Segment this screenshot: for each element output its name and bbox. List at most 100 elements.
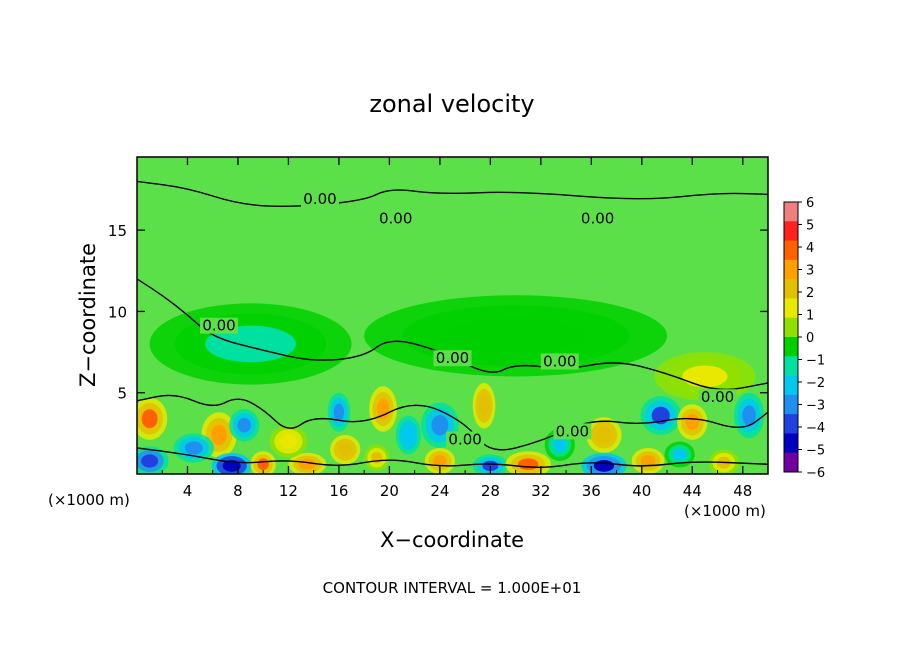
field-cell [552, 437, 567, 453]
contour-label: 0.00 [556, 422, 589, 440]
contour-label: 0.00 [303, 190, 336, 208]
contour-label-bg [433, 350, 472, 367]
x-unit-right: (×1000 m) [684, 502, 766, 520]
field-cell [141, 409, 158, 429]
x-axis-label: X−coordinate [380, 528, 524, 552]
field-cell [257, 458, 269, 471]
contour-label: 0.00 [701, 388, 734, 406]
contour-label: 0.00 [436, 349, 469, 367]
colorbar-tick-label: 0 [806, 331, 814, 346]
field-cell [376, 398, 390, 420]
field-cell [447, 317, 584, 355]
field-cell [682, 365, 728, 388]
contour-label-bg [540, 353, 579, 370]
field-cell [478, 395, 490, 416]
colorbar-swatch [784, 298, 798, 319]
x-tick-label: 44 [683, 482, 702, 500]
colorbar-swatch [784, 337, 798, 357]
field-cell [402, 426, 415, 444]
x-tick-label: 36 [582, 482, 601, 500]
x-tick-label: 24 [430, 482, 449, 500]
field-cell [211, 424, 227, 446]
x-tick-label: 16 [329, 482, 348, 500]
colorbar-tick-label: −4 [806, 421, 825, 436]
colorbar-swatch [784, 414, 798, 434]
colorbar-tick-label: 3 [806, 264, 814, 279]
colorbar-tick-label: −1 [806, 354, 825, 369]
contour-label-bg [376, 210, 415, 227]
colorbar-tick-label: −5 [806, 444, 825, 459]
field-cell [184, 441, 203, 455]
field-cell [431, 414, 449, 436]
colorbar-swatch [784, 221, 798, 242]
field-cell [333, 403, 345, 422]
x-tick-label: 8 [233, 482, 243, 500]
x-tick-label: 12 [279, 482, 298, 500]
colorbar-swatch [784, 394, 798, 415]
contour-label: 0.00 [448, 430, 481, 448]
x-tick-label: 20 [380, 482, 399, 500]
colorbar-tick-label: 4 [806, 241, 814, 256]
field-cell [338, 443, 353, 457]
colorbar-tick-label: −2 [806, 376, 825, 391]
contour-interval-note: CONTOUR INTERVAL = 1.000E+01 [323, 579, 582, 597]
field-cell [685, 413, 700, 431]
colorbar-tick-label: −3 [806, 399, 825, 414]
colorbar-tick-label: 2 [806, 286, 814, 301]
plot-frame [136, 156, 769, 475]
colorbar-swatch [784, 202, 798, 222]
colorbar-swatch [784, 259, 798, 280]
y-tick-label: 10 [108, 303, 127, 321]
y-tick-label: 5 [117, 385, 127, 403]
colorbar-swatch [784, 356, 798, 377]
field-cell [517, 458, 539, 471]
field-cell [298, 459, 316, 470]
contour-label: 0.00 [202, 317, 235, 335]
colorbar-tick-label: 5 [806, 219, 814, 234]
colorbar-swatch [784, 452, 798, 473]
contour-label-bg [200, 317, 239, 334]
colorbar-swatch [784, 240, 798, 261]
field-cell [651, 406, 670, 425]
contour-label: 0.00 [379, 209, 412, 227]
colorbar-swatch [784, 317, 798, 338]
colorbar-tick-label: −6 [806, 466, 825, 481]
contour-label-bg [553, 423, 592, 440]
field-cell [141, 454, 159, 468]
contour-line [137, 180, 768, 208]
contour-label-bg [300, 190, 339, 207]
colorbar-swatch [784, 279, 798, 299]
x-tick-label: 40 [632, 482, 651, 500]
field-cell [742, 405, 756, 426]
colorbar-swatch [784, 375, 798, 396]
contour-label-bg [698, 389, 737, 406]
colorbar-swatch [784, 433, 798, 454]
x-unit-left: (×1000 m) [48, 491, 130, 509]
x-tick-label: 48 [733, 482, 752, 500]
contour-line [137, 278, 768, 391]
contour-label: 0.00 [543, 352, 576, 370]
contour-label: 0.00 [581, 209, 614, 227]
field-cell [433, 455, 447, 467]
field-cell [237, 417, 252, 433]
field-cell [640, 455, 656, 467]
field-cell [482, 460, 499, 471]
y-tick-label: 15 [108, 222, 127, 240]
contour-label-bg [446, 431, 485, 448]
chart-title: zonal velocity [369, 90, 534, 118]
field-cell [672, 448, 687, 461]
x-tick-label: 32 [531, 482, 550, 500]
y-axis-label: Z−coordinate [76, 243, 100, 387]
contour-label-bg [578, 210, 617, 227]
x-tick-label: 4 [183, 482, 193, 500]
colorbar: 6 5 4 3 2 1 0 −1 −2 −3 −4 −5 −6 [783, 196, 825, 481]
field-cell [595, 426, 612, 444]
contour-line [137, 394, 768, 451]
colorbar-tick-label: 6 [806, 196, 814, 211]
contour-line [137, 447, 768, 468]
field-cell [593, 460, 615, 472]
field-cell [279, 434, 297, 449]
colorbar-tick-label: 1 [806, 309, 814, 324]
x-tick-label: 28 [481, 482, 500, 500]
